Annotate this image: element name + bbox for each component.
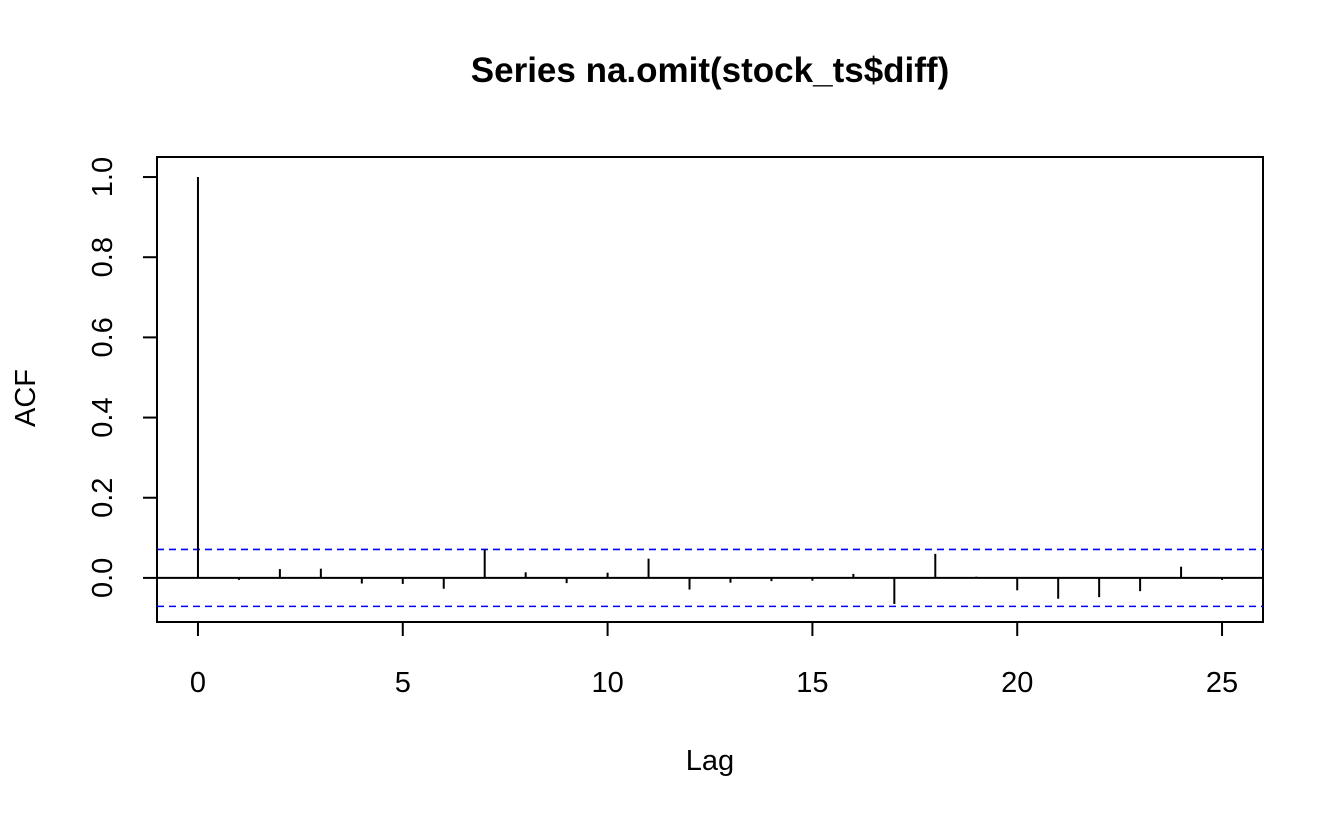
x-tick-label-0: 0 [190, 667, 206, 699]
plot-frame [156, 156, 1264, 623]
x-tick-label-15: 15 [796, 667, 828, 699]
y-tick-label-4: 0.8 [87, 237, 119, 277]
plot-marks: 0 5 10 15 20 25 0.0 0.2 0.4 0.6 0.8 1.0 [87, 157, 1263, 699]
x-tick-label-10: 10 [591, 667, 623, 699]
y-tick-label-5: 1.0 [87, 157, 119, 197]
x-tick-label-25: 25 [1206, 667, 1238, 699]
y-tick-label-0: 0.0 [87, 558, 119, 598]
y-tick-label-1: 0.2 [87, 478, 119, 518]
x-tick-label-20: 20 [1001, 667, 1033, 699]
x-axis-label: Lag [686, 745, 734, 777]
x-tick-label-5: 5 [395, 667, 411, 699]
y-tick-label-2: 0.4 [87, 397, 119, 437]
y-axis-label: ACF [10, 369, 42, 427]
chart-title: Series na.omit(stock_ts$diff) [471, 51, 949, 90]
y-tick-label-3: 0.6 [87, 317, 119, 357]
